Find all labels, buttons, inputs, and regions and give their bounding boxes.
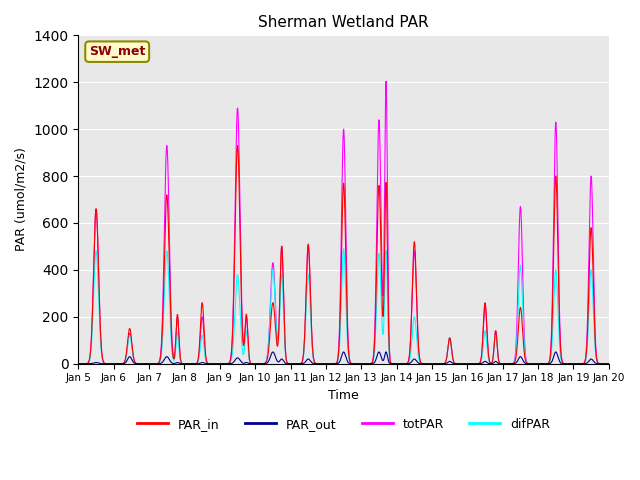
totPAR <box>413 308 420 313</box>
PAR_in <box>234 143 241 148</box>
PAR_out <box>313 361 321 367</box>
X-axis label: Time: Time <box>328 389 359 402</box>
PAR_in <box>75 361 83 367</box>
PAR_out <box>463 361 471 367</box>
Legend: PAR_in, PAR_out, totPAR, difPAR: PAR_in, PAR_out, totPAR, difPAR <box>132 413 556 436</box>
PAR_out <box>605 361 612 367</box>
Text: SW_met: SW_met <box>89 45 145 58</box>
PAR_in <box>536 361 543 367</box>
totPAR <box>75 361 83 367</box>
PAR_in <box>413 303 420 309</box>
difPAR <box>75 361 83 367</box>
Line: PAR_out: PAR_out <box>79 352 609 364</box>
difPAR <box>604 361 612 367</box>
difPAR <box>463 361 471 367</box>
difPAR <box>598 361 605 367</box>
totPAR <box>313 361 321 367</box>
totPAR <box>550 183 558 189</box>
totPAR <box>604 361 612 367</box>
PAR_in <box>550 223 558 228</box>
Title: Sherman Wetland PAR: Sherman Wetland PAR <box>259 15 429 30</box>
Line: PAR_in: PAR_in <box>79 145 609 364</box>
difPAR <box>313 361 321 367</box>
totPAR <box>598 361 605 367</box>
totPAR <box>463 361 471 367</box>
PAR_out <box>598 361 605 367</box>
difPAR <box>605 361 612 367</box>
Line: difPAR: difPAR <box>79 249 609 364</box>
Y-axis label: PAR (umol/m2/s): PAR (umol/m2/s) <box>15 147 28 252</box>
PAR_in <box>604 361 612 367</box>
PAR_in <box>605 361 612 367</box>
difPAR <box>550 292 558 298</box>
PAR_out <box>536 361 543 367</box>
PAR_out <box>413 359 420 364</box>
totPAR <box>382 78 390 84</box>
PAR_in <box>313 361 321 367</box>
totPAR <box>605 361 612 367</box>
PAR_out <box>550 352 558 358</box>
totPAR <box>536 361 543 367</box>
difPAR <box>340 246 348 252</box>
Line: totPAR: totPAR <box>79 81 609 364</box>
PAR_out <box>75 361 83 367</box>
PAR_in <box>598 361 605 367</box>
PAR_out <box>604 361 612 367</box>
PAR_in <box>463 361 471 367</box>
difPAR <box>413 339 420 345</box>
difPAR <box>536 361 543 367</box>
PAR_out <box>382 349 390 355</box>
